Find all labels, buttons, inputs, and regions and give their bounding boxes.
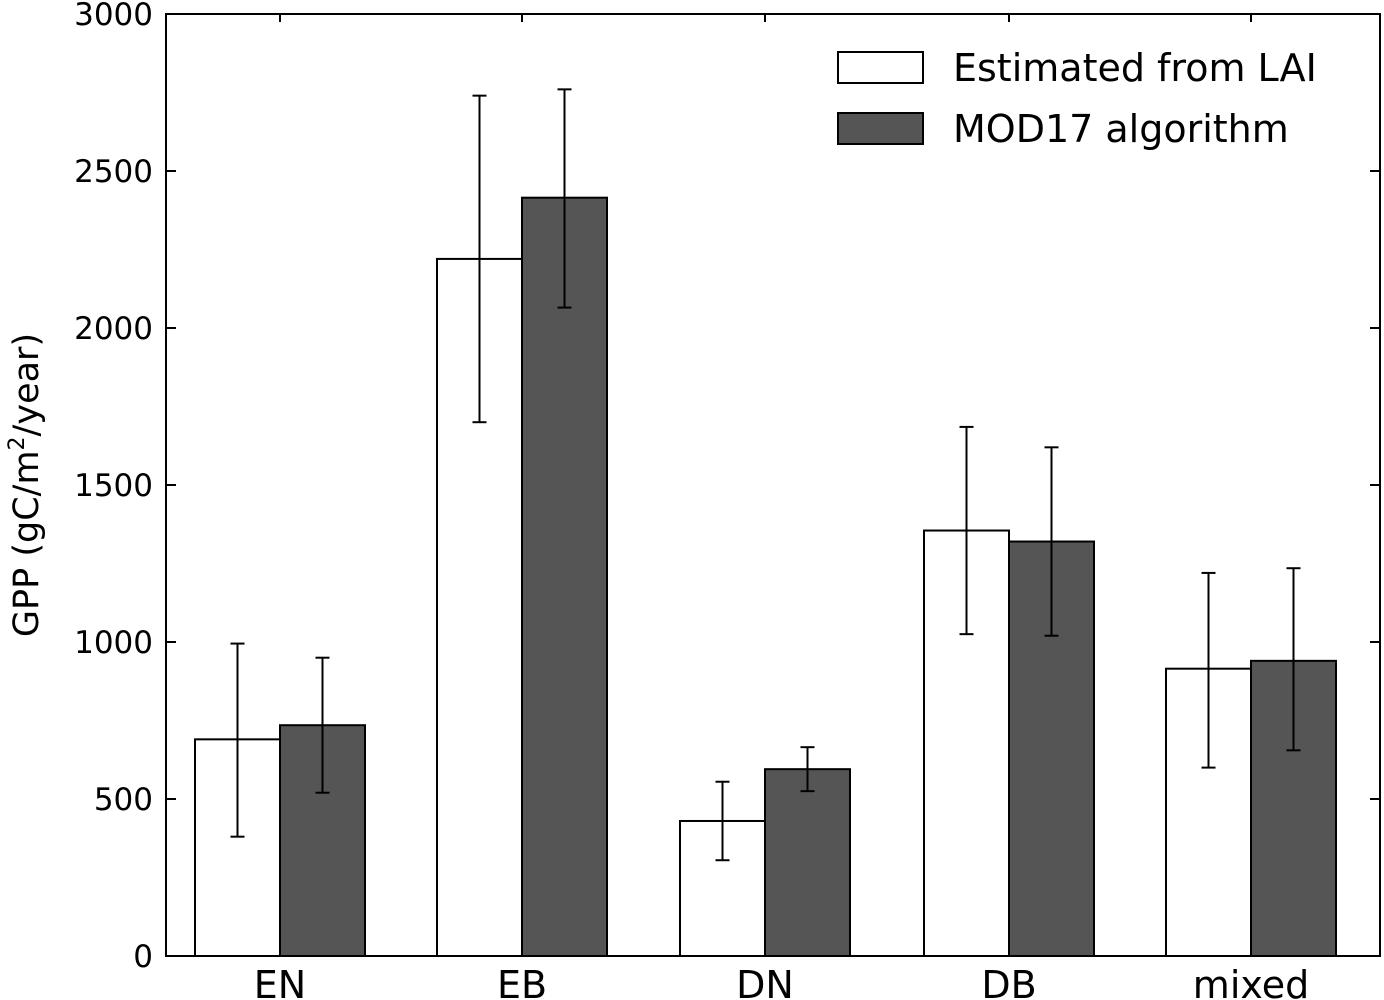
x-tick-label-mixed: mixed [1193,963,1309,1000]
y-tick-label-1500: 1500 [74,468,153,504]
y-axis-label-superscript: 2 [5,436,30,450]
y-axis-label-prefix: GPP (gC/m [7,450,47,637]
bar-mod17-eb [521,196,608,957]
legend-swatch-mod17 [837,112,924,145]
y-tick-label-2000: 2000 [74,311,153,347]
y-tick-label-3000: 3000 [74,0,153,33]
bars-layer [194,196,1337,958]
x-tick-label-dn: DN [736,963,794,1000]
y-tick-label-1000: 1000 [74,625,153,661]
x-tick-label-db: DB [981,963,1036,1000]
plot-frame [165,13,1381,957]
y-tick-label-0: 0 [133,939,153,975]
y-axis-label-suffix: /year) [7,333,47,437]
y-tick-label-2500: 2500 [74,154,153,190]
bar-mod17-dn [764,768,851,957]
y-axis-label: GPP (gC/m2/year) [5,333,47,637]
legend-label-estimated: Estimated from LAI [953,46,1317,90]
legend-label-mod17: MOD17 algorithm [953,107,1289,151]
error-bars-layer [230,88,1301,862]
x-tick-label-eb: EB [497,963,547,1000]
legend-swatch-estimated [837,51,924,84]
x-tick-label-en: EN [254,963,306,1000]
labels-layer: EN EB DN DB mixed 0 500 1000 1500 2000 2500 3000 [74,0,1309,1000]
y-tick-label-500: 500 [94,782,153,818]
legend: Estimated from LAI MOD17 algorithm [837,46,1317,151]
